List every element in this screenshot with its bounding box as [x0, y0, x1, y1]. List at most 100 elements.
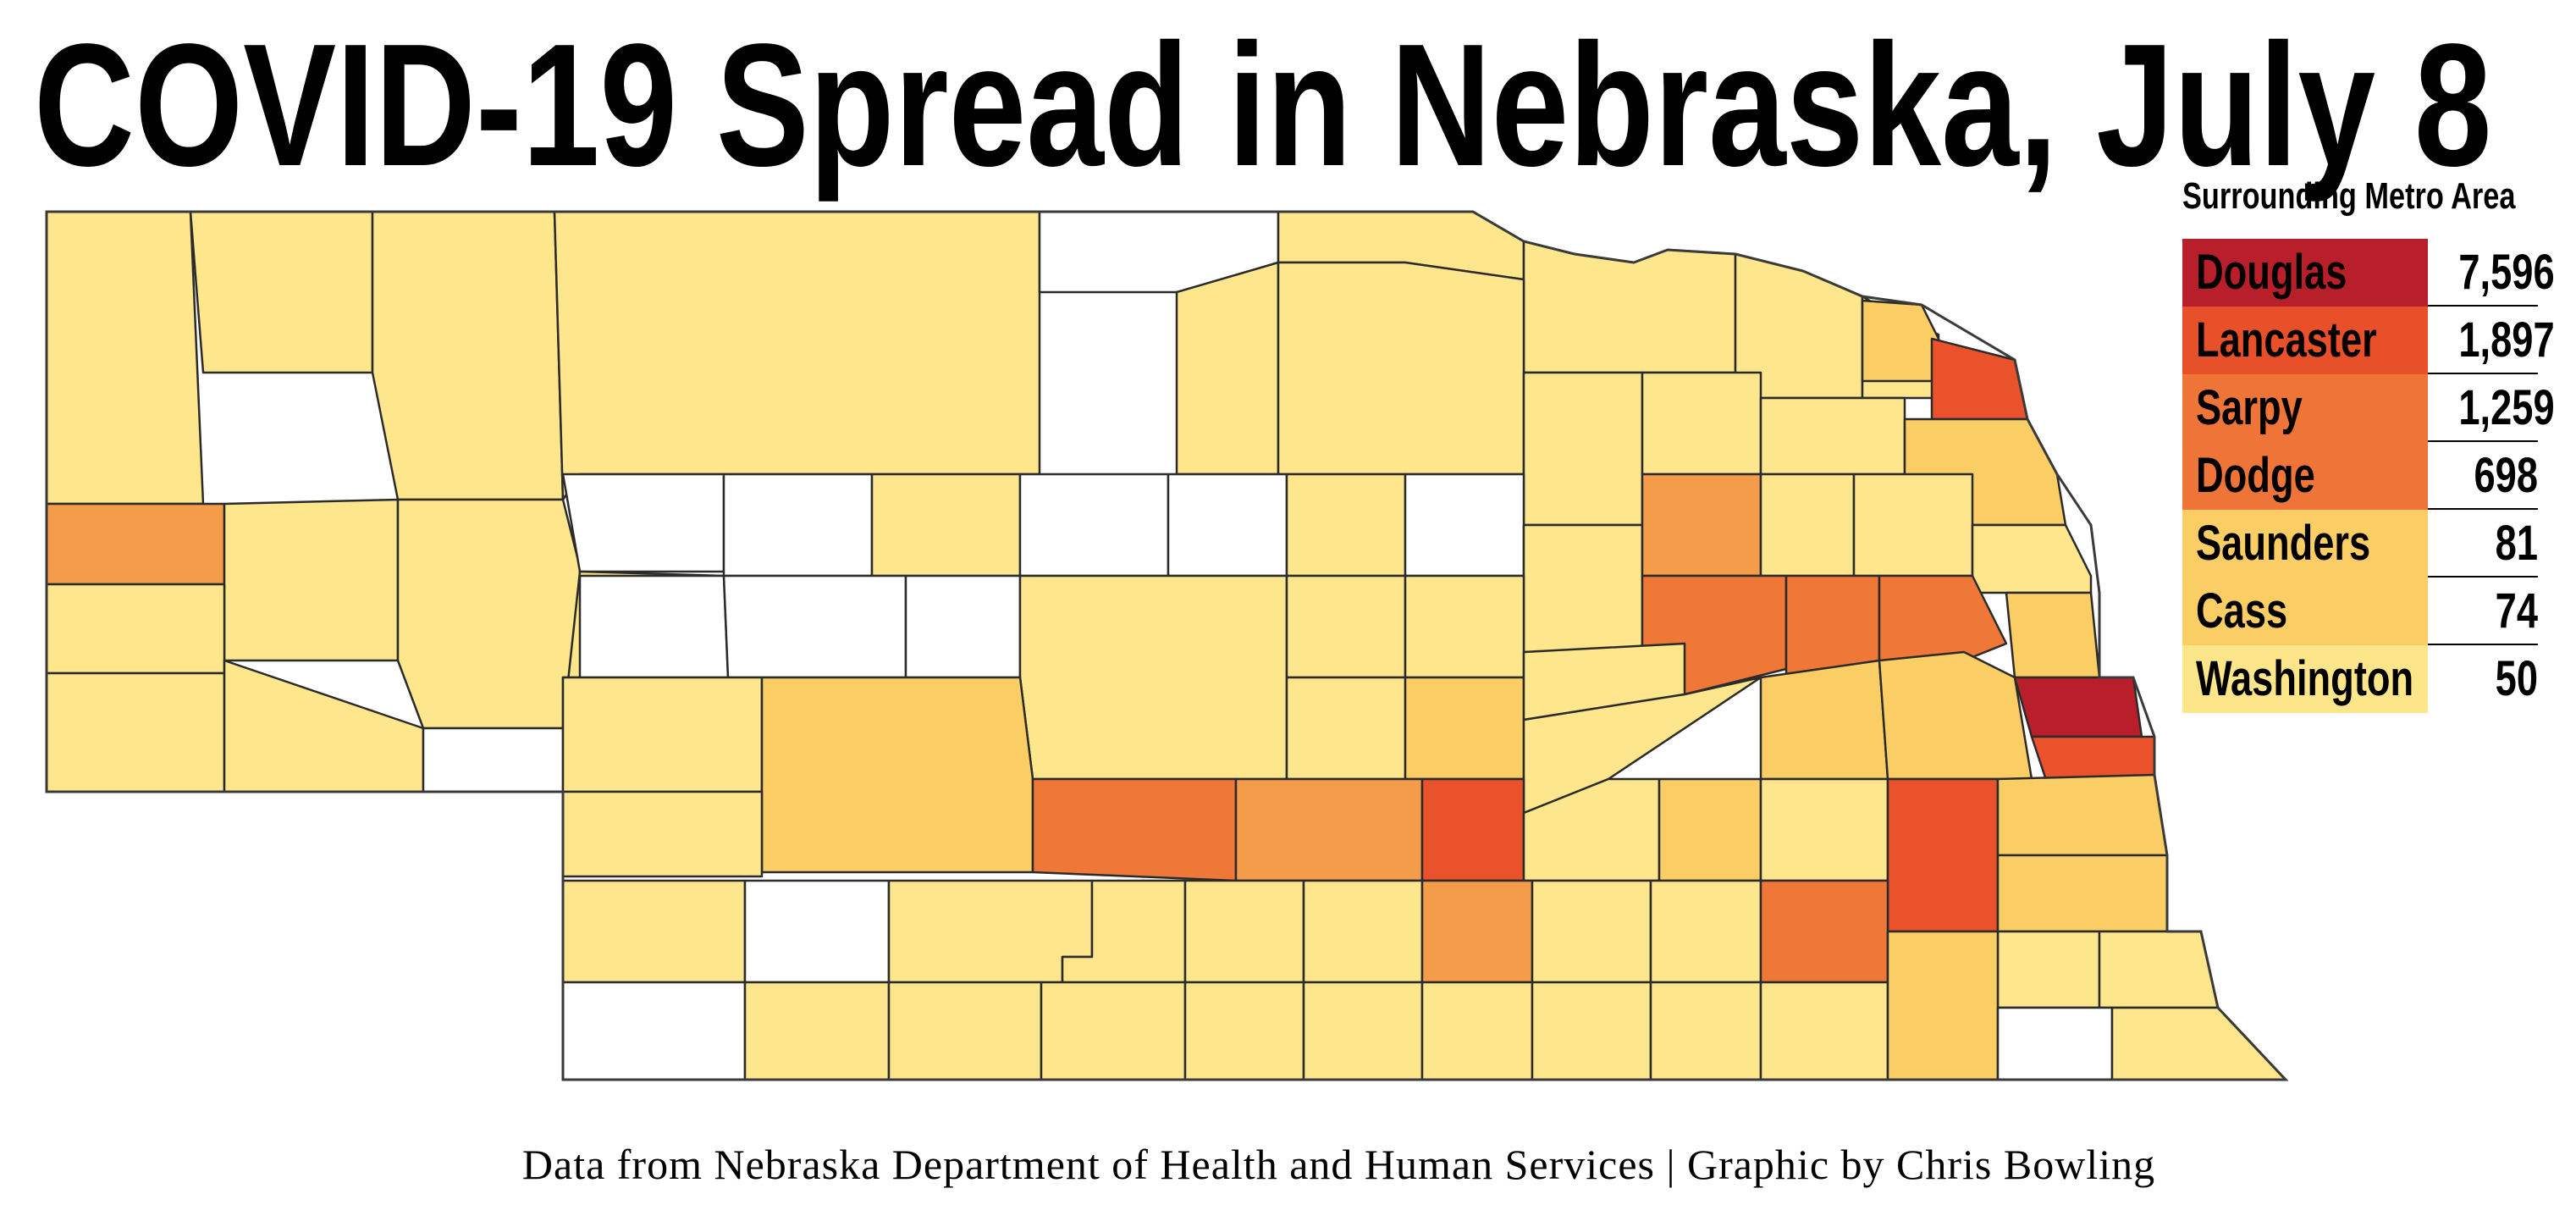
county-nuckolls	[1531, 981, 1652, 1081]
county-chase	[743, 879, 891, 984]
county-adams	[1531, 879, 1652, 984]
legend-row: Saunders 81	[2182, 510, 2538, 578]
county-sherman	[1285, 676, 1407, 781]
county-lincoln	[1031, 777, 1238, 882]
county-banner	[45, 672, 226, 793]
county-morrill	[223, 659, 425, 793]
county-keith	[760, 676, 1034, 874]
legend-county-name: Sarpy	[2196, 380, 2303, 435]
county-boone-n	[1522, 523, 1644, 654]
county-holt	[1277, 261, 1525, 476]
legend-rule	[2428, 440, 2538, 442]
county-hitchcock	[743, 981, 891, 1081]
legend-row: Cass 74	[2182, 578, 2538, 645]
county-richardson	[2110, 1006, 2287, 1081]
county-thayer	[1649, 981, 1762, 1081]
county-garfield	[1285, 473, 1407, 578]
county-dundy	[561, 981, 747, 1081]
legend-row: Sarpy 1,259	[2182, 374, 2555, 442]
legend-row: Douglas 7,596	[2182, 239, 2555, 307]
county-antelope	[1522, 371, 1644, 527]
county-gosper	[1183, 879, 1305, 984]
legend-rule	[2428, 305, 2538, 307]
legend-case-count: 74	[2495, 583, 2538, 638]
legend-swatch	[2182, 239, 2428, 307]
legend-county-name: Washington	[2196, 651, 2414, 706]
county-fillmore	[1759, 879, 1889, 984]
legend-swatch	[2182, 510, 2428, 578]
legend-case-count: 81	[2495, 516, 2538, 571]
legend-row: Dodge 698	[2182, 442, 2538, 510]
county-arthur	[578, 574, 730, 679]
county-thomas	[870, 473, 1022, 578]
legend-county-name: Cass	[2196, 583, 2288, 638]
legend-title: Surrounding Metro Area	[2182, 175, 2516, 217]
legend-rule	[2428, 576, 2538, 578]
county-kearney	[1420, 879, 1534, 984]
legend-county-name: Douglas	[2196, 245, 2347, 300]
county-washington	[2005, 591, 2101, 679]
legend-swatch	[2182, 578, 2428, 645]
county-cheyenne	[422, 727, 565, 793]
county-johnson	[1996, 930, 2101, 1009]
county-scotts-bluff	[45, 583, 226, 675]
county-lancaster	[1886, 777, 2000, 933]
state-outline	[45, 210, 2289, 1081]
county-dawes	[189, 210, 374, 374]
legend-row: Lancaster 1,897	[2182, 307, 2555, 374]
county-blaine	[1018, 473, 1170, 578]
county-furnas	[1040, 981, 1187, 1081]
county-burt	[1971, 523, 2093, 594]
county-cuming	[1852, 473, 1974, 578]
legend-swatch	[2182, 307, 2428, 374]
county-perkins	[561, 879, 747, 984]
county-phelps	[1302, 879, 1424, 984]
county-buffalo	[1420, 777, 1525, 882]
county-mcpherson	[722, 574, 907, 679]
county-pawnee	[1996, 1006, 2114, 1081]
county-cherry	[553, 210, 1041, 501]
county-cass	[1996, 773, 2169, 857]
legend-case-count: 7,596	[2458, 245, 2555, 300]
county-harlan	[1183, 981, 1305, 1081]
legend-county-name: Dodge	[2196, 448, 2315, 503]
county-rock	[1175, 261, 1280, 476]
county-madison	[1641, 473, 1762, 578]
county-grant-area	[396, 498, 582, 730]
county-stanton	[1759, 473, 1856, 578]
county-dodge	[1878, 574, 2008, 662]
legend-county-name: Lancaster	[2196, 312, 2377, 368]
county-grant	[561, 473, 725, 573]
county-loup	[1167, 473, 1288, 578]
county-sheridan	[371, 210, 565, 501]
county-dakota	[1861, 299, 1940, 383]
legend-swatch	[2182, 645, 2428, 713]
county-polk	[1759, 659, 1889, 781]
county-sioux	[45, 210, 205, 506]
county-nemaha	[2098, 930, 2220, 1009]
legend-rule	[2428, 373, 2538, 374]
county-wheeler	[1404, 473, 1525, 578]
county-gage	[1886, 930, 2000, 1081]
county-webster	[1420, 981, 1534, 1081]
legend-case-count: 1,897	[2458, 312, 2555, 368]
legend-case-count: 1,259	[2458, 380, 2555, 435]
county-franklin	[1302, 981, 1424, 1081]
county-hamilton	[1658, 777, 1762, 882]
legend-county-name: Saunders	[2196, 516, 2371, 571]
county-deuel	[561, 790, 764, 878]
legend-row: Washington 50	[2182, 645, 2538, 713]
county-dakota-city	[1930, 337, 2029, 421]
county-logan	[904, 574, 1022, 679]
county-butler	[1878, 650, 2033, 781]
county-pierce	[1641, 371, 1762, 476]
legend-rule	[2428, 644, 2538, 645]
county-clay	[1649, 879, 1762, 984]
county-greeley	[1404, 574, 1525, 679]
legend-case-count: 698	[2474, 448, 2538, 503]
county-box-butte-2	[223, 498, 400, 662]
legend-swatch	[2182, 442, 2428, 510]
county-otoe	[1996, 854, 2169, 933]
